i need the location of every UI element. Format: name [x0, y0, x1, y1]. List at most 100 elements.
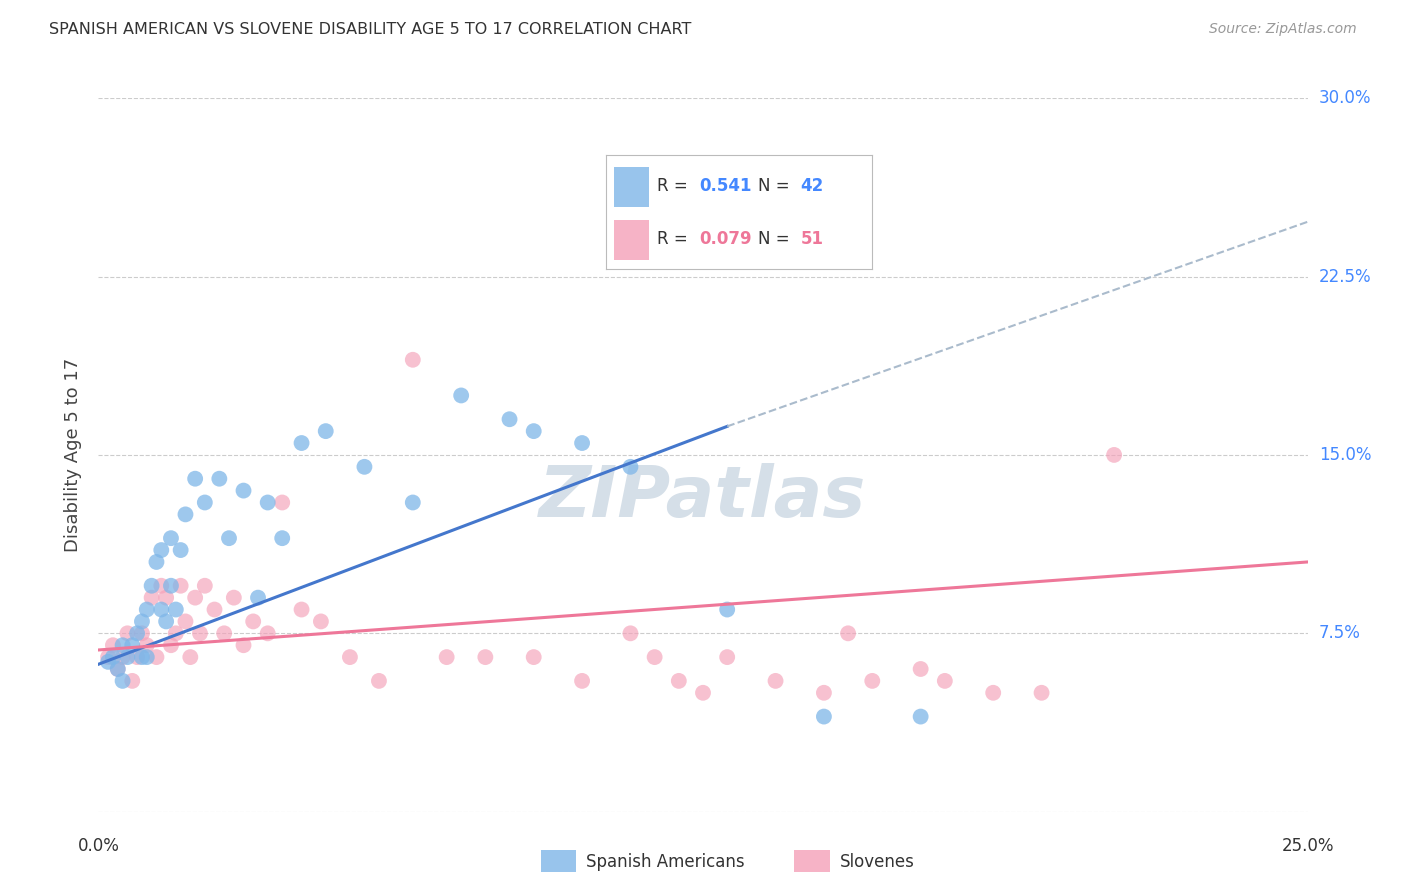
Point — [256, 626, 278, 640]
Point — [256, 495, 278, 509]
Point — [135, 650, 157, 665]
Point — [813, 709, 835, 723]
Point — [107, 662, 129, 676]
Text: Spanish Americans: Spanish Americans — [586, 853, 745, 871]
Text: SPANISH AMERICAN VS SLOVENE DISABILITY AGE 5 TO 17 CORRELATION CHART: SPANISH AMERICAN VS SLOVENE DISABILITY A… — [49, 22, 692, 37]
Point — [290, 436, 312, 450]
Point — [204, 602, 226, 616]
Point — [402, 352, 425, 367]
Text: 30.0%: 30.0% — [1319, 89, 1371, 107]
Point — [692, 686, 714, 700]
Point — [436, 650, 458, 665]
Text: Slovenes: Slovenes — [839, 853, 914, 871]
Point — [107, 662, 129, 676]
Point — [160, 579, 183, 593]
Point — [97, 650, 120, 665]
Text: Source: ZipAtlas.com: Source: ZipAtlas.com — [1209, 22, 1357, 37]
Bar — [614, 167, 648, 207]
Point — [242, 615, 264, 629]
Text: 0.079: 0.079 — [699, 229, 752, 248]
Point — [315, 424, 337, 438]
Point — [910, 709, 932, 723]
Point — [619, 459, 641, 474]
Point — [218, 531, 240, 545]
Point — [111, 650, 134, 665]
Point — [271, 531, 294, 545]
Text: 51: 51 — [800, 229, 824, 248]
Point — [668, 673, 690, 688]
Point — [145, 650, 167, 665]
Point — [127, 650, 149, 665]
Point — [121, 673, 143, 688]
Point — [339, 650, 361, 665]
Point — [232, 483, 254, 498]
Point — [290, 602, 312, 616]
Text: 0.541: 0.541 — [699, 177, 752, 195]
Text: 7.5%: 7.5% — [1319, 624, 1361, 642]
Point — [135, 602, 157, 616]
Point — [571, 673, 593, 688]
Text: R =: R = — [657, 177, 693, 195]
Point — [150, 543, 173, 558]
Point — [131, 626, 153, 640]
Point — [184, 472, 207, 486]
Point — [160, 638, 183, 652]
Point — [860, 673, 883, 688]
Point — [474, 650, 496, 665]
Point — [368, 673, 391, 688]
Point — [716, 602, 738, 616]
Point — [194, 495, 217, 509]
Point — [131, 615, 153, 629]
Point — [194, 579, 217, 593]
Text: 42: 42 — [800, 177, 824, 195]
Text: 22.5%: 22.5% — [1319, 268, 1371, 285]
Text: 0.0%: 0.0% — [77, 837, 120, 855]
Point — [150, 579, 173, 593]
Point — [169, 579, 191, 593]
Point — [97, 655, 120, 669]
Point — [174, 508, 197, 522]
Bar — [614, 220, 648, 260]
Point — [117, 626, 139, 640]
Point — [212, 626, 235, 640]
Point — [765, 673, 787, 688]
Point — [145, 555, 167, 569]
Point — [101, 650, 124, 665]
Point — [309, 615, 332, 629]
Point — [402, 495, 425, 509]
Text: R =: R = — [657, 229, 693, 248]
Text: 15.0%: 15.0% — [1319, 446, 1371, 464]
Point — [135, 638, 157, 652]
Point — [571, 436, 593, 450]
Point — [910, 662, 932, 676]
Point — [131, 650, 153, 665]
Point — [837, 626, 859, 640]
Point — [184, 591, 207, 605]
Point — [165, 626, 187, 640]
Point — [450, 388, 472, 402]
Point — [934, 673, 956, 688]
Point — [160, 531, 183, 545]
Y-axis label: Disability Age 5 to 17: Disability Age 5 to 17 — [65, 358, 83, 552]
Point — [165, 602, 187, 616]
Point — [498, 412, 520, 426]
Point — [353, 459, 375, 474]
Point — [232, 638, 254, 652]
Point — [813, 686, 835, 700]
Point — [101, 638, 124, 652]
Point — [222, 591, 245, 605]
Point — [208, 472, 231, 486]
Point — [155, 615, 177, 629]
Text: 25.0%: 25.0% — [1281, 837, 1334, 855]
Point — [127, 626, 149, 640]
Point — [1102, 448, 1125, 462]
Point — [188, 626, 211, 640]
Point — [150, 602, 173, 616]
Point — [644, 650, 666, 665]
Point — [271, 495, 294, 509]
Point — [247, 591, 270, 605]
Point — [523, 650, 546, 665]
Point — [141, 591, 163, 605]
Point — [174, 615, 197, 629]
Point — [981, 686, 1004, 700]
